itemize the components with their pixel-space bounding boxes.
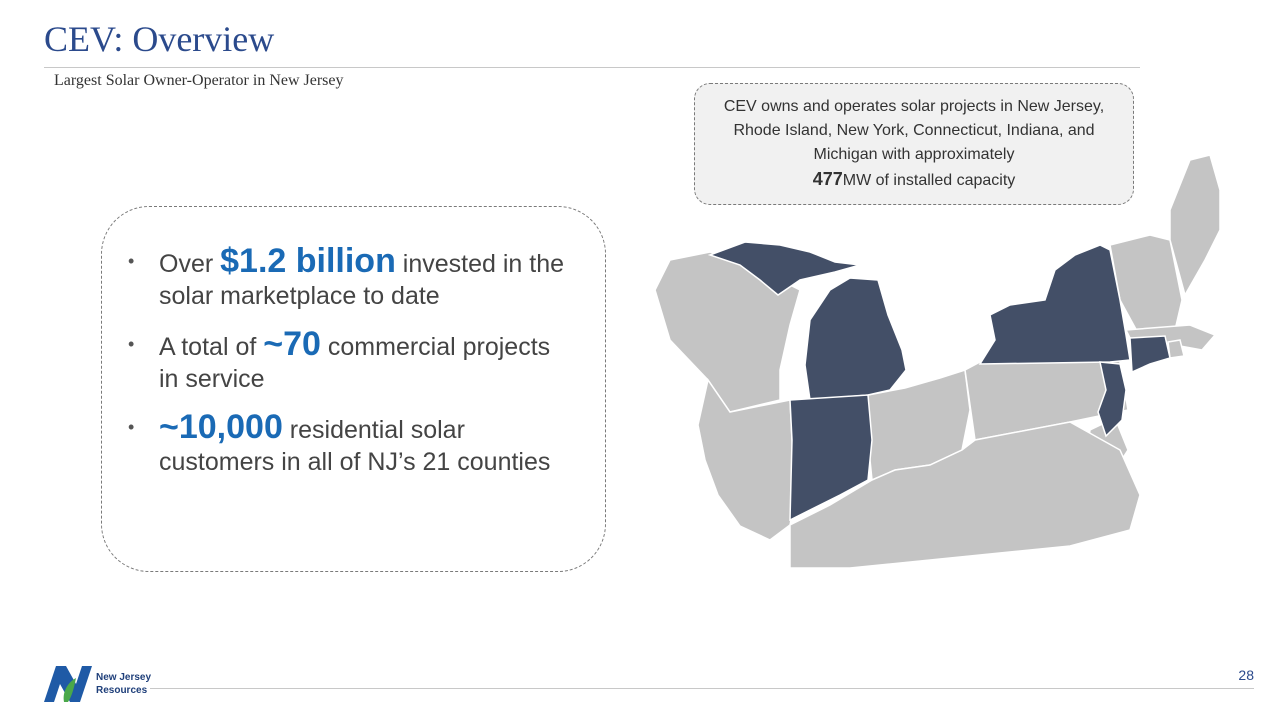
company-logo: New Jersey Resources (44, 666, 151, 702)
bullet-item: • ~10,000 residential solar customers in… (126, 408, 576, 478)
bullet-text-pre: Over (159, 250, 221, 278)
bullet-highlight: ~70 (263, 325, 321, 363)
map-state-maine (1169, 154, 1220, 297)
capacity-suffix: MW of installed capacity (842, 172, 1016, 189)
map-state-michigan-lower (804, 277, 907, 401)
logo-text-line1: New Jersey (96, 672, 151, 683)
bullet-text-post: invested in the solar marketplace to dat… (159, 250, 565, 310)
bullet-item: • Over $1.2 billion invested in the sola… (126, 242, 576, 312)
bullet-dot-icon: • (128, 251, 135, 271)
bullet-text-pre: A total of (159, 333, 264, 361)
footer-divider (150, 688, 1254, 689)
bullet-dot-icon: • (128, 334, 135, 354)
map-state-michigan-upper (707, 241, 861, 296)
logo-leaf-icon (63, 678, 76, 702)
map-state-kentucky-wv-va (789, 421, 1141, 569)
bullet-item: • A total of ~70 commercial projects in … (126, 325, 576, 395)
bullet-highlight: $1.2 billion (220, 242, 396, 280)
bullet-text-post: commercial projects in service (159, 333, 551, 393)
bullet-highlight: ~10,000 (159, 408, 283, 446)
capacity-callout: CEV owns and operates solar projects in … (694, 83, 1134, 205)
bullet-list: • Over $1.2 billion invested in the sola… (126, 242, 576, 494)
page-number: 28 (1238, 667, 1254, 683)
map-state-indiana (789, 394, 873, 522)
callout-text: CEV owns and operates solar projects in … (723, 98, 1105, 163)
map-state-vermont-nh (1109, 234, 1183, 334)
bullet-dot-icon: • (128, 417, 135, 437)
map-state-connecticut (1129, 335, 1171, 374)
slide-title: CEV: Overview (44, 19, 275, 59)
logo-text-line2: Resources (96, 685, 148, 696)
capacity-value: 477 (812, 169, 843, 189)
map-state-new-jersey (1097, 361, 1127, 438)
bullet-text-post: residential solar customers in all of NJ… (159, 416, 551, 476)
slide-subtitle: Largest Solar Owner-Operator in New Jers… (54, 72, 344, 89)
bullet-box: • Over $1.2 billion invested in the sola… (101, 206, 606, 572)
title-divider (44, 67, 1140, 68)
logo-mark-icon (44, 666, 92, 702)
region-map (654, 154, 1220, 569)
map-state-new-york (978, 244, 1131, 365)
